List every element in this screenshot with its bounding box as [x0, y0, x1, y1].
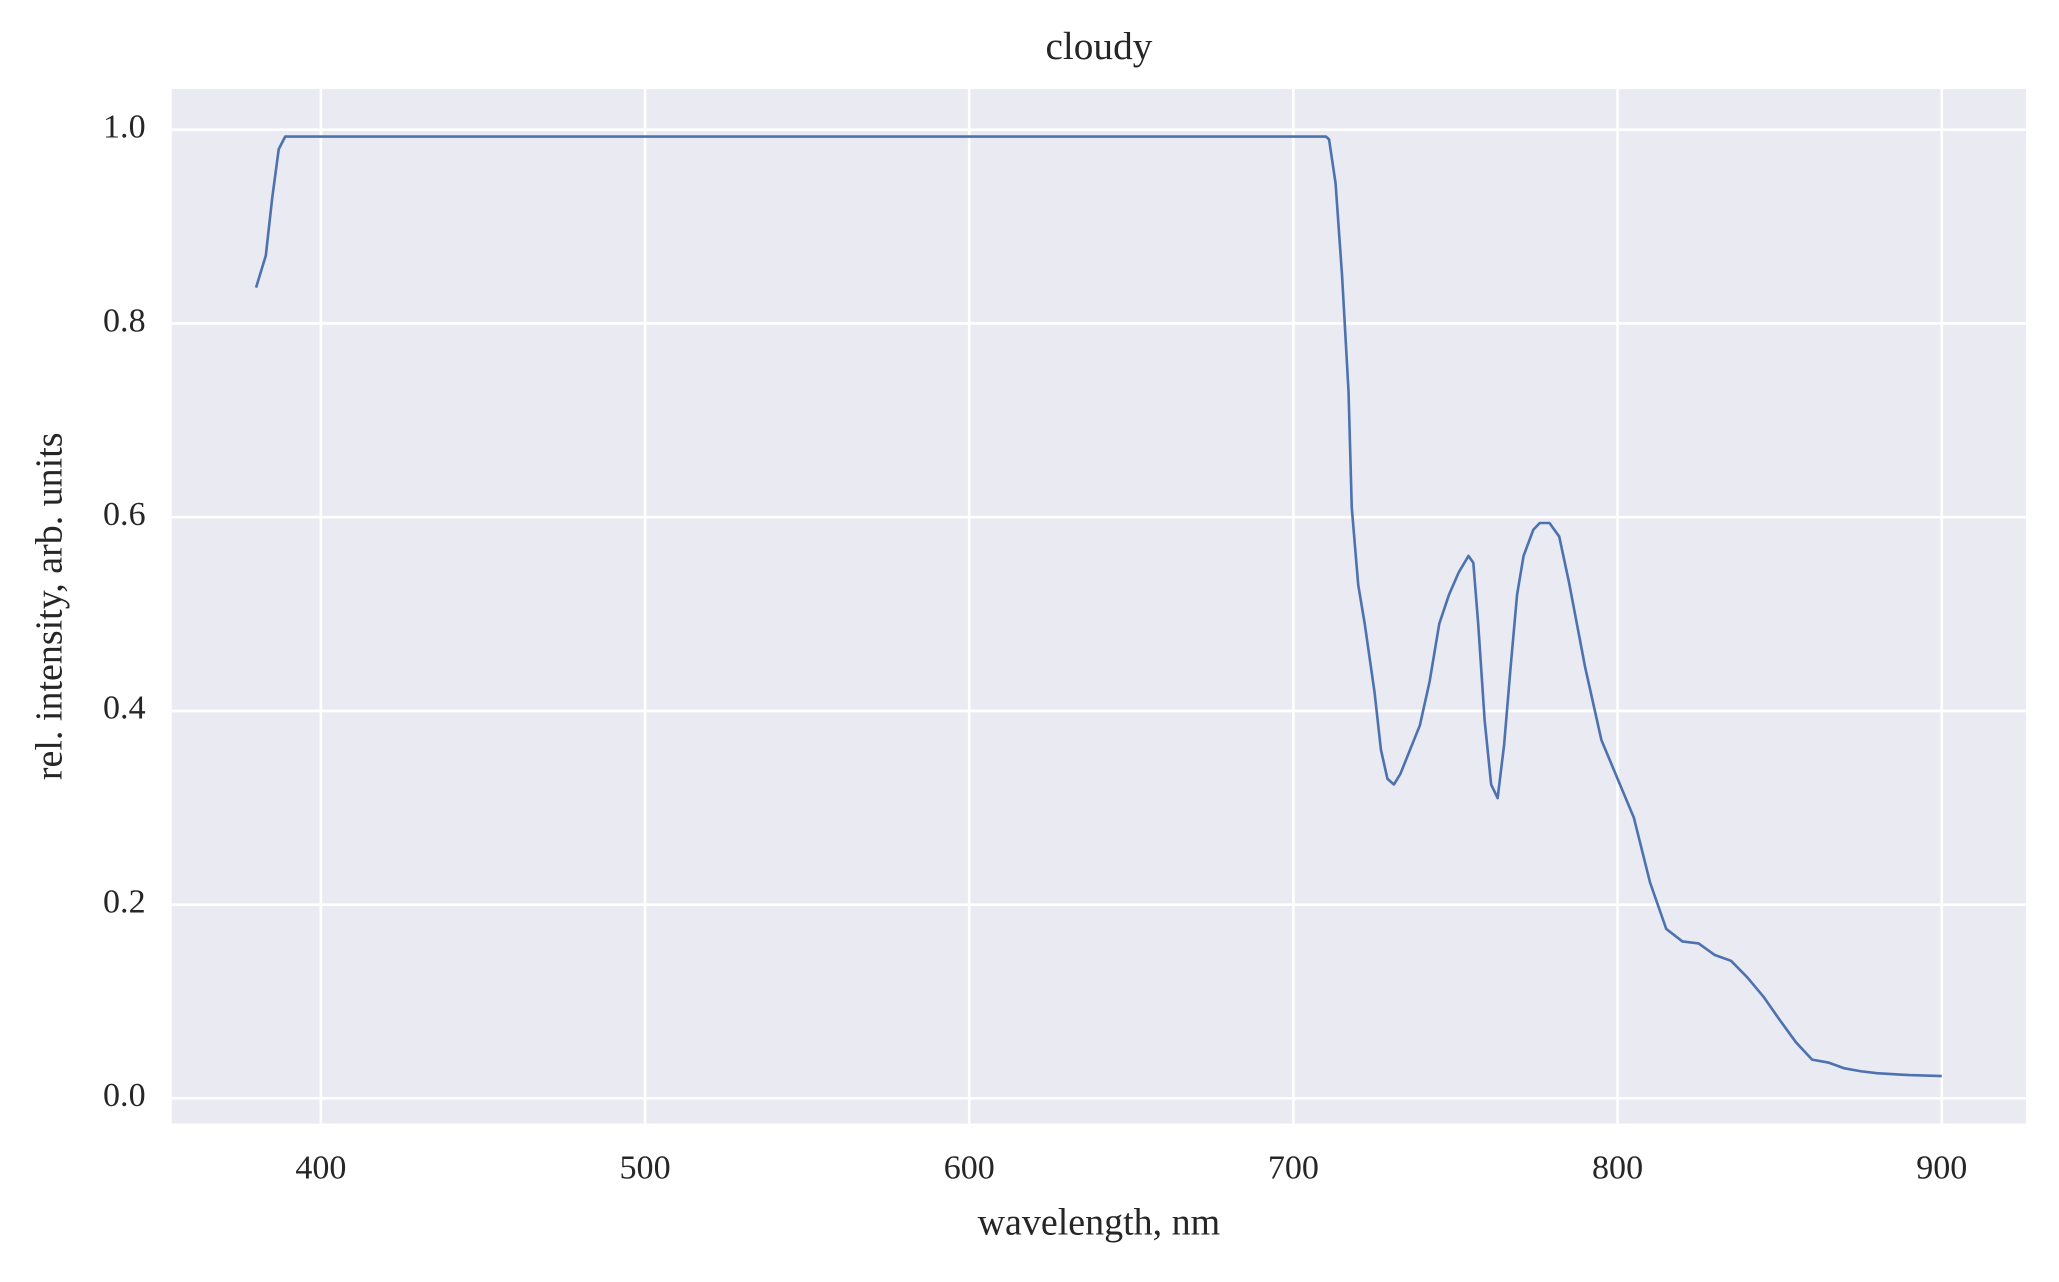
x-tick-label: 800 [1592, 1150, 1643, 1187]
data-line [254, 135, 1942, 1078]
x-tick-label: 500 [620, 1150, 671, 1187]
x-tick-label: 700 [1268, 1150, 1319, 1187]
plot-background [171, 89, 2027, 1124]
chart-title: cloudy [1045, 25, 1152, 68]
y-tick-label: 1.0 [103, 109, 146, 146]
y-axis-label: rel. intensity, arb. units [28, 432, 70, 780]
y-tick-label: 0.4 [103, 690, 146, 727]
y-tick-label: 0.6 [103, 496, 146, 533]
x-tick-label: 900 [1916, 1150, 1967, 1187]
x-tick-label: 600 [944, 1150, 995, 1187]
y-tick-label: 0.0 [103, 1077, 146, 1114]
y-tick-label: 0.2 [103, 883, 146, 920]
x-axis-label: wavelength, nm [978, 1201, 1221, 1243]
y-tick-label: 0.8 [103, 302, 146, 339]
x-tick-label: 400 [295, 1150, 346, 1187]
